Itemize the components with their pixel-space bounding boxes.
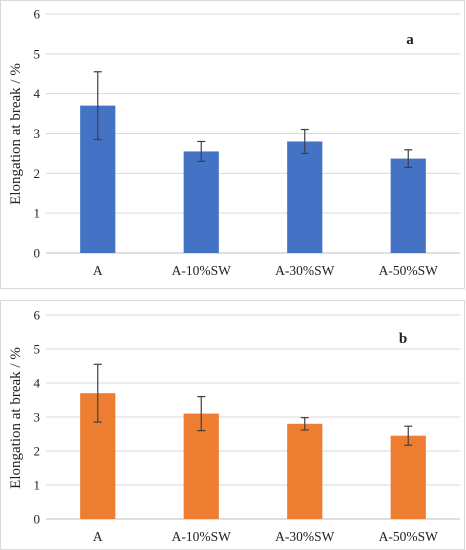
panel-b-y-axis-label: Elongation at break / % xyxy=(8,347,24,489)
panel-b-bar xyxy=(390,435,426,519)
panel-a-error-bar xyxy=(197,140,206,162)
panel-b-error-bars xyxy=(93,363,413,446)
panel-a-border xyxy=(0,0,465,289)
panel-a-y-tick-label: 4 xyxy=(34,86,41,101)
panel-b-y-tick-label: 2 xyxy=(34,444,41,459)
panel-b-label: b xyxy=(399,331,407,347)
panel-b-y-tick-label: 6 xyxy=(34,308,41,323)
panel-a-error-bar xyxy=(300,128,309,155)
panel-a-bar xyxy=(390,158,426,253)
panel-b-x-ticks: A A-10%SW A-30%SW A-50%SW xyxy=(93,529,438,544)
chart-panel-a: 0 1 2 3 4 5 6 A A-10%SW A-30%SW A-50%SW Elongatio… xyxy=(0,0,465,289)
panel-a-y-tick-label: 5 xyxy=(34,46,41,61)
panel-b-y-tick-label: 3 xyxy=(34,410,41,425)
panel-b-y-tick-label: 4 xyxy=(34,376,41,391)
panel-b-category-label: A-50%SW xyxy=(379,529,438,544)
panel-a-y-tick-label: 3 xyxy=(34,126,41,141)
panel-b-border xyxy=(0,300,465,550)
panel-a-y-tick-label: 6 xyxy=(34,7,41,22)
panel-a-category-label: A-50%SW xyxy=(379,263,438,278)
panel-a-category-label: A-30%SW xyxy=(275,263,334,278)
panel-a-y-axis-label: Elongation at break / % xyxy=(8,63,24,205)
panel-a-category-label: A xyxy=(93,263,103,278)
panel-b-category-label: A xyxy=(93,529,103,544)
panel-a-bar xyxy=(287,141,323,253)
panel-a-y-tick-label: 2 xyxy=(34,166,41,181)
panel-b-y-tick-label: 1 xyxy=(34,478,41,493)
panel-b-error-bar xyxy=(197,396,206,432)
panel-a-error-bar xyxy=(404,149,413,168)
panel-a-error-bar xyxy=(93,71,102,141)
panel-b-y-tick-label: 0 xyxy=(34,512,41,527)
panel-a-x-ticks: A A-10%SW A-30%SW A-50%SW xyxy=(93,263,438,278)
panel-b-category-label: A-30%SW xyxy=(275,529,334,544)
panel-b-category-label: A-10%SW xyxy=(172,529,231,544)
panel-a-y-ticks: 0 1 2 3 4 5 6 xyxy=(34,7,41,261)
panel-b-error-bar xyxy=(93,363,102,423)
panel-a-error-bars xyxy=(93,71,413,168)
panel-a-y-tick-label: 1 xyxy=(34,206,41,221)
panel-a-category-label: A-10%SW xyxy=(172,263,231,278)
panel-b-bar xyxy=(287,423,323,519)
chart-panel-b: 0 1 2 3 4 5 6 A A-10%SW A-30%SW A-50%SW Elongatio… xyxy=(0,300,465,550)
panel-b-y-ticks: 0 1 2 3 4 5 6 xyxy=(34,308,41,527)
panel-b-error-bar xyxy=(404,425,413,446)
panel-b-y-tick-label: 5 xyxy=(34,342,41,357)
panel-a-bar xyxy=(183,151,219,253)
panel-b-error-bar xyxy=(300,417,309,431)
panel-a-label: a xyxy=(406,32,414,48)
panel-a-y-tick-label: 0 xyxy=(34,246,41,261)
